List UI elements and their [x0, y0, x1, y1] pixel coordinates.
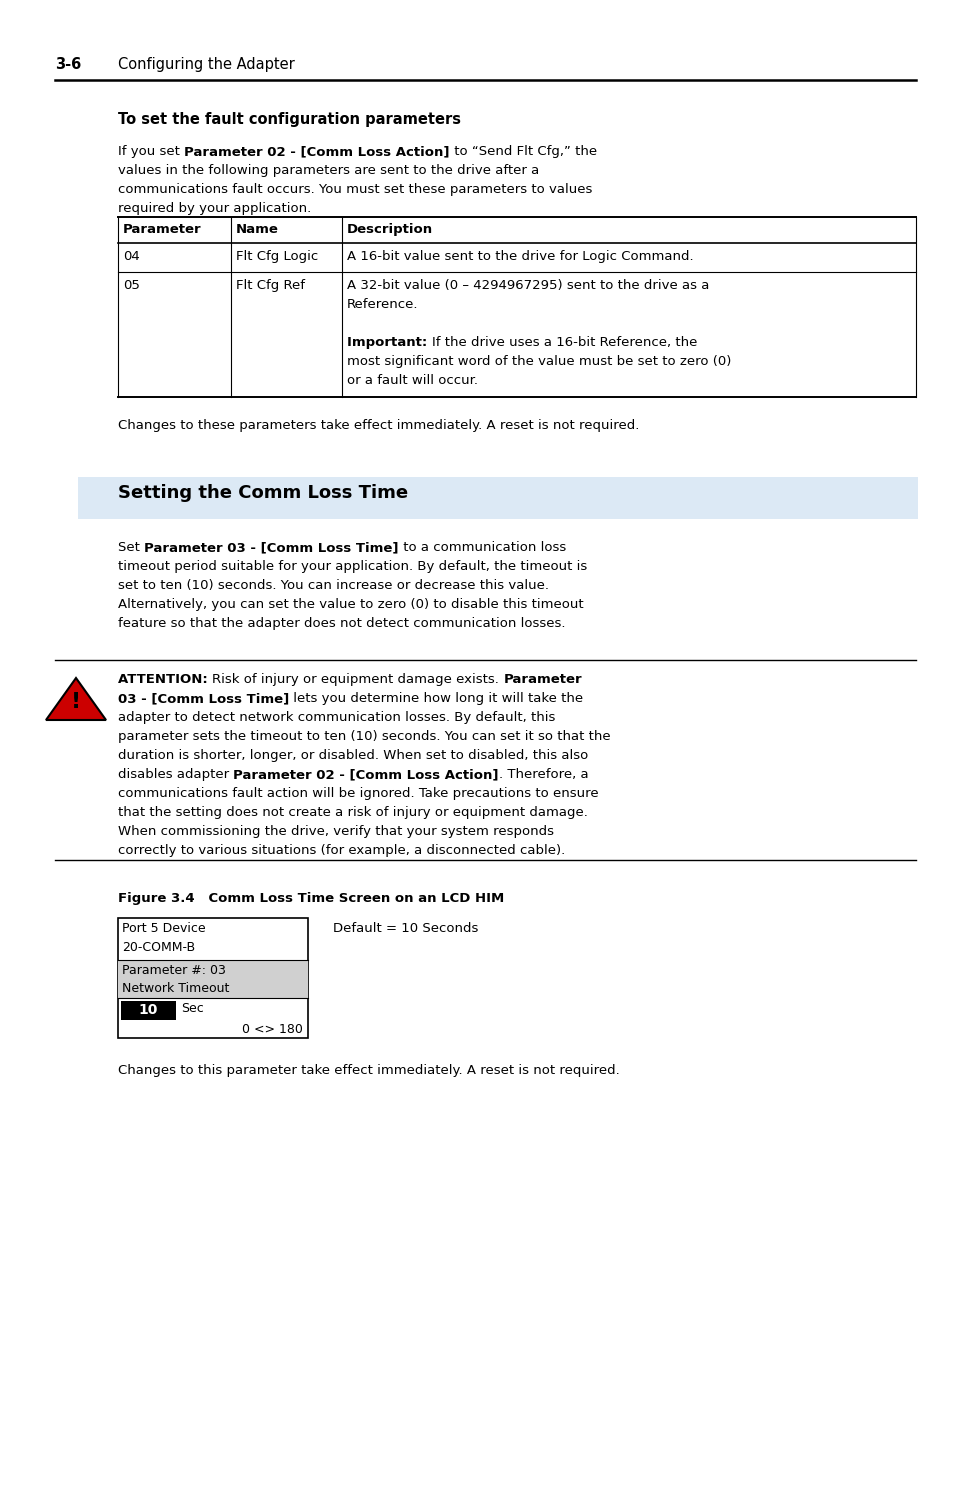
- Text: or a fault will occur.: or a fault will occur.: [347, 375, 477, 387]
- Text: lets you determine how long it will take the: lets you determine how long it will take…: [289, 691, 583, 705]
- Bar: [118, 961, 308, 998]
- Text: Flt Cfg Ref: Flt Cfg Ref: [235, 280, 305, 291]
- Text: Parameter 02 - [Comm Loss Action]: Parameter 02 - [Comm Loss Action]: [184, 146, 449, 158]
- Text: Parameter: Parameter: [123, 223, 201, 236]
- Text: Default = 10 Seconds: Default = 10 Seconds: [333, 922, 477, 935]
- Text: feature so that the adapter does not detect communication losses.: feature so that the adapter does not det…: [118, 617, 565, 630]
- Text: Set: Set: [118, 541, 144, 555]
- Text: communications fault action will be ignored. Take precautions to ensure: communications fault action will be igno…: [118, 787, 598, 800]
- Text: Name: Name: [235, 223, 278, 236]
- Text: Sec: Sec: [181, 1002, 204, 1016]
- Bar: [121, 1001, 175, 1020]
- Text: Risk of injury or equipment damage exists.: Risk of injury or equipment damage exist…: [213, 674, 503, 686]
- Text: Setting the Comm Loss Time: Setting the Comm Loss Time: [118, 483, 408, 503]
- Text: Changes to these parameters take effect immediately. A reset is not required.: Changes to these parameters take effect …: [118, 419, 639, 433]
- Text: Port 5 Device: Port 5 Device: [122, 922, 206, 935]
- Text: communications fault occurs. You must set these parameters to values: communications fault occurs. You must se…: [118, 183, 592, 196]
- Text: set to ten (10) seconds. You can increase or decrease this value.: set to ten (10) seconds. You can increas…: [118, 578, 548, 592]
- Text: !: !: [71, 693, 81, 712]
- Text: Network Timeout: Network Timeout: [122, 981, 229, 995]
- Text: Configuring the Adapter: Configuring the Adapter: [118, 57, 294, 71]
- Text: A 32-bit value (0 – 4294967295) sent to the drive as a: A 32-bit value (0 – 4294967295) sent to …: [347, 280, 709, 291]
- Text: Reference.: Reference.: [347, 297, 418, 311]
- Bar: [118, 917, 308, 1038]
- Text: Parameter: Parameter: [503, 674, 581, 686]
- Text: When commissioning the drive, verify that your system responds: When commissioning the drive, verify tha…: [118, 825, 554, 839]
- Text: Important:: Important:: [347, 336, 432, 349]
- Text: Figure 3.4   Comm Loss Time Screen on an LCD HIM: Figure 3.4 Comm Loss Time Screen on an L…: [118, 892, 504, 906]
- Text: correctly to various situations (for example, a disconnected cable).: correctly to various situations (for exa…: [118, 845, 565, 857]
- Text: to “Send Flt Cfg,” the: to “Send Flt Cfg,” the: [449, 146, 597, 158]
- Text: Description: Description: [347, 223, 433, 236]
- Text: If you set: If you set: [118, 146, 184, 158]
- Text: that the setting does not create a risk of injury or equipment damage.: that the setting does not create a risk …: [118, 806, 587, 819]
- Text: adapter to detect network communication losses. By default, this: adapter to detect network communication …: [118, 711, 555, 724]
- Text: Parameter 03 - [Comm Loss Time]: Parameter 03 - [Comm Loss Time]: [144, 541, 398, 555]
- Text: Parameter #: 03: Parameter #: 03: [122, 964, 226, 977]
- Text: 10: 10: [139, 1004, 158, 1017]
- Text: 0 <> 180: 0 <> 180: [242, 1023, 303, 1036]
- Text: to a communication loss: to a communication loss: [398, 541, 565, 555]
- Text: duration is shorter, longer, or disabled. When set to disabled, this also: duration is shorter, longer, or disabled…: [118, 749, 588, 761]
- Text: To set the fault configuration parameters: To set the fault configuration parameter…: [118, 112, 460, 126]
- Text: parameter sets the timeout to ten (10) seconds. You can set it so that the: parameter sets the timeout to ten (10) s…: [118, 730, 610, 744]
- Text: 04: 04: [123, 250, 139, 263]
- Text: A 16-bit value sent to the drive for Logic Command.: A 16-bit value sent to the drive for Log…: [347, 250, 693, 263]
- Text: If the drive uses a 16-bit Reference, the: If the drive uses a 16-bit Reference, th…: [432, 336, 697, 349]
- Polygon shape: [46, 678, 106, 720]
- Text: Alternatively, you can set the value to zero (0) to disable this timeout: Alternatively, you can set the value to …: [118, 598, 583, 611]
- Text: 05: 05: [123, 280, 140, 291]
- Text: values in the following parameters are sent to the drive after a: values in the following parameters are s…: [118, 164, 538, 177]
- Text: Changes to this parameter take effect immediately. A reset is not required.: Changes to this parameter take effect im…: [118, 1065, 619, 1077]
- Bar: [78, 477, 917, 519]
- Text: Flt Cfg Logic: Flt Cfg Logic: [235, 250, 318, 263]
- Text: 3-6: 3-6: [55, 57, 81, 71]
- Text: 03 - [Comm Loss Time]: 03 - [Comm Loss Time]: [118, 691, 289, 705]
- Text: required by your application.: required by your application.: [118, 202, 311, 216]
- Text: 20-COMM-B: 20-COMM-B: [122, 941, 195, 955]
- Text: Parameter 02 - [Comm Loss Action]: Parameter 02 - [Comm Loss Action]: [233, 767, 498, 781]
- Text: disables adapter: disables adapter: [118, 767, 233, 781]
- Text: . Therefore, a: . Therefore, a: [498, 767, 588, 781]
- Text: ATTENTION:: ATTENTION:: [118, 674, 213, 686]
- Text: timeout period suitable for your application. By default, the timeout is: timeout period suitable for your applica…: [118, 561, 587, 572]
- Text: most significant word of the value must be set to zero (0): most significant word of the value must …: [347, 355, 731, 367]
